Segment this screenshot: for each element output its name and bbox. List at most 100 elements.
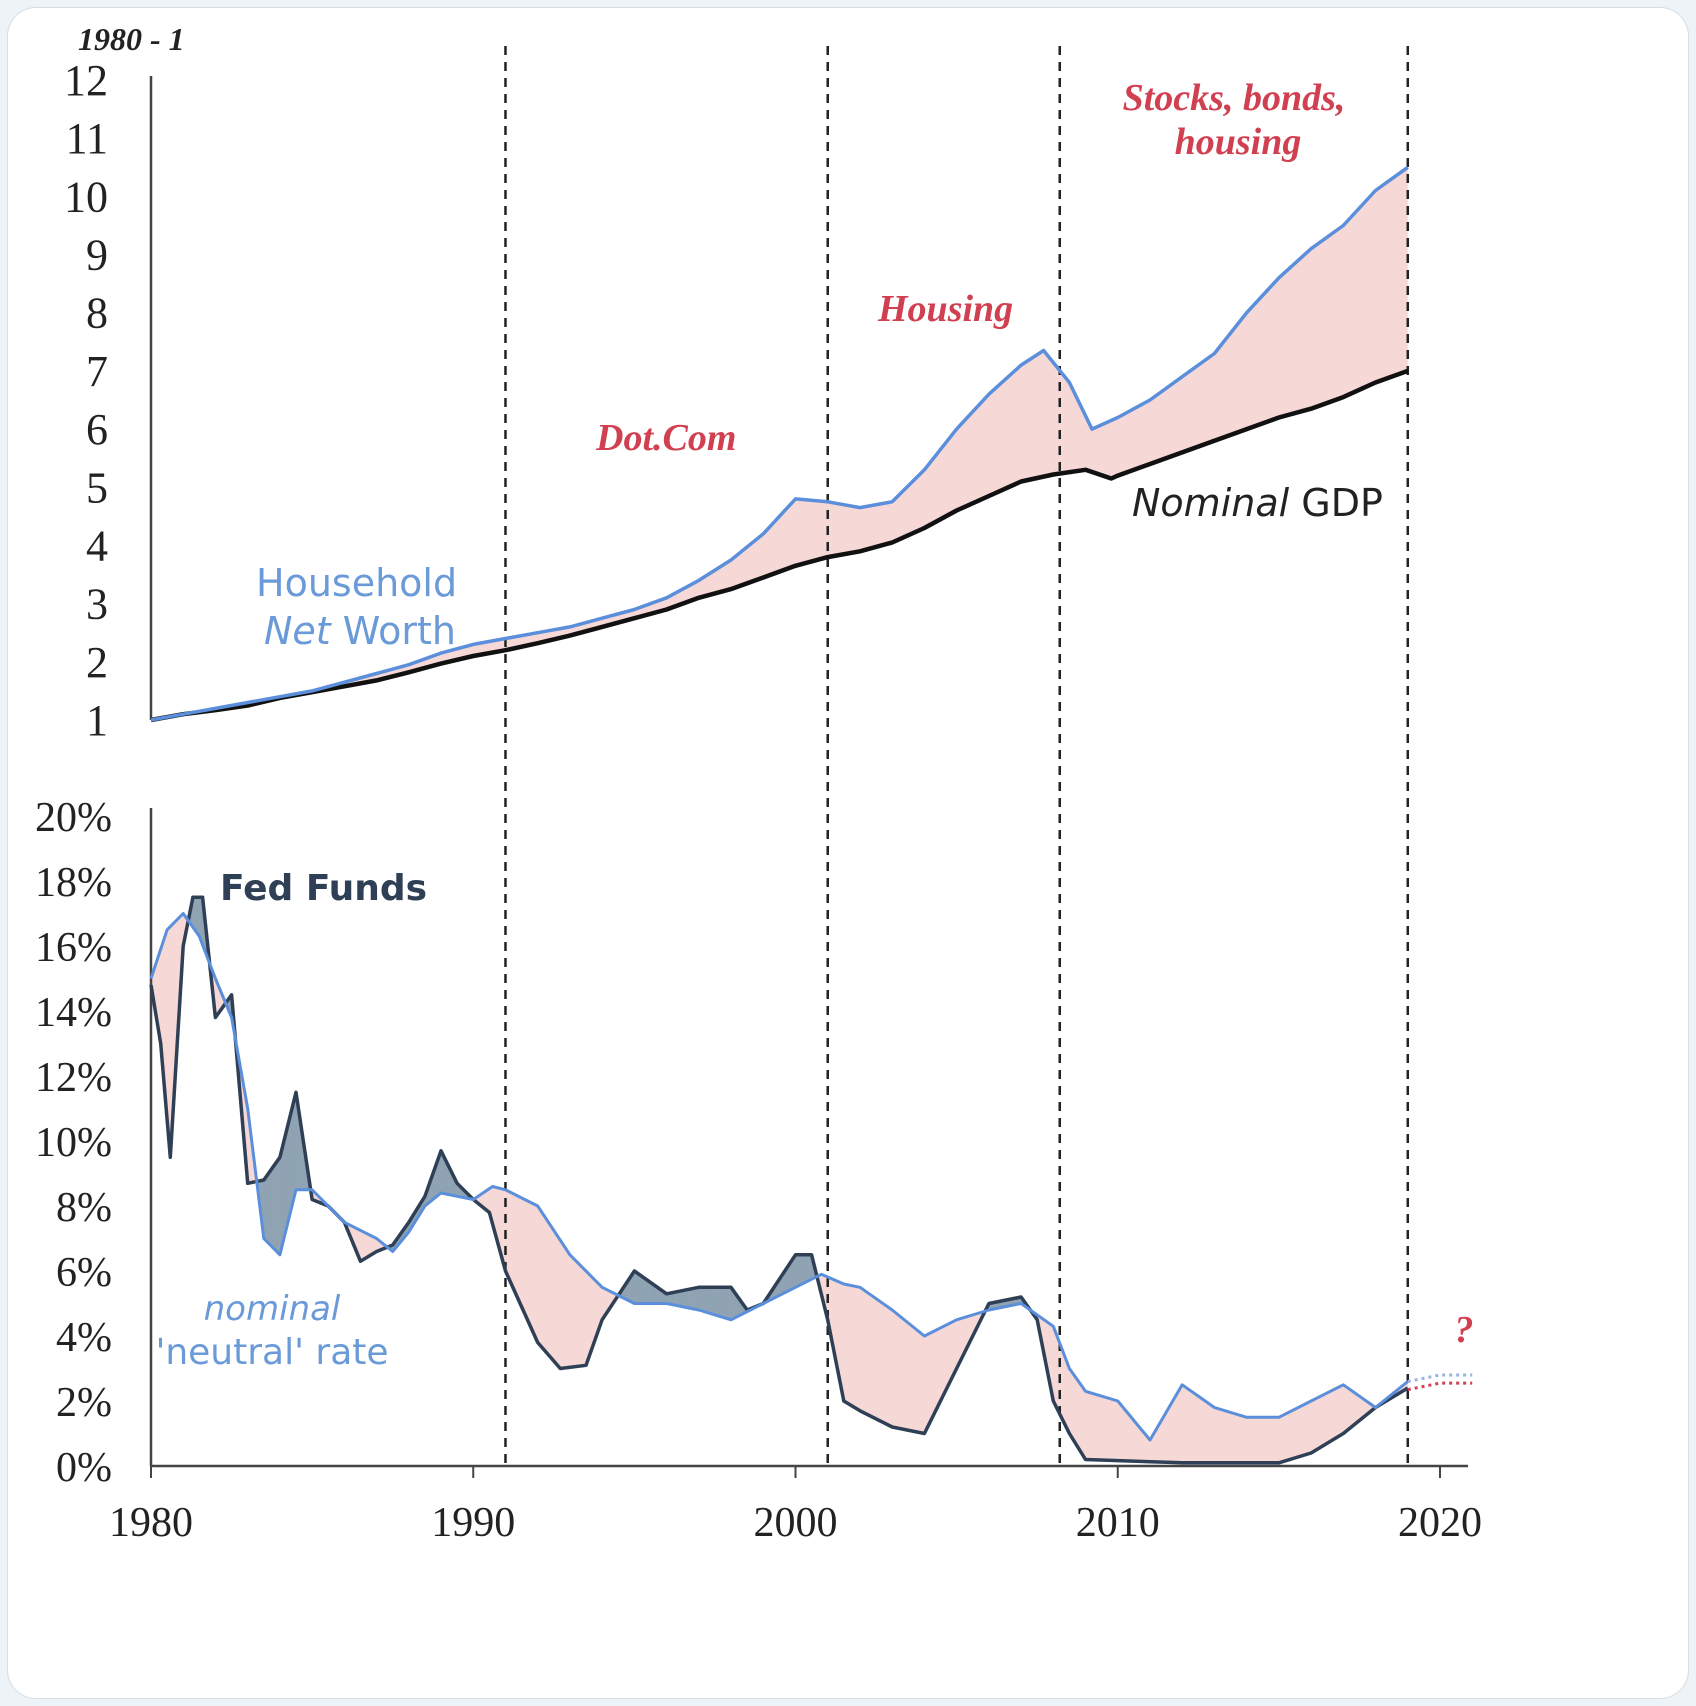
- rate-gap-segment: [1336, 1385, 1341, 1438]
- rate-gap-segment: [1243, 1415, 1247, 1464]
- rate-gap-segment: [917, 1330, 922, 1434]
- rate-gap-segment: [1323, 1392, 1328, 1446]
- rate-gap-segment: [572, 1257, 577, 1368]
- rate-gap-segment: [804, 1254, 809, 1283]
- bottom-y-tick-0: 0%: [56, 1445, 112, 1491]
- rate-gap-segment: [692, 1287, 696, 1310]
- top-y-tick-4: 4: [86, 521, 108, 570]
- fed-funds-line: [149, 895, 1409, 1465]
- rate-gap-segment: [585, 1270, 590, 1366]
- rate-gap-segment: [866, 1291, 870, 1417]
- rate-gap-segment: [550, 1224, 555, 1362]
- rate-gap-segment: [547, 1219, 551, 1359]
- stocks-bonds-label: Stocks, bonds,: [1123, 77, 1346, 119]
- household-label: Household: [256, 561, 457, 605]
- rate-gap-segment: [1165, 1405, 1170, 1463]
- rate-gap-segment: [901, 1317, 906, 1430]
- rate-gap-segment: [940, 1325, 945, 1402]
- x-tick-2000: 2000: [754, 1500, 838, 1546]
- rate-gap-segment: [360, 1229, 364, 1262]
- rate-gap-segment: [1262, 1416, 1267, 1464]
- rate-gap-segment: [1314, 1397, 1318, 1452]
- rate-gap-segment: [1091, 1392, 1096, 1461]
- rate-gap-segment: [1317, 1395, 1322, 1450]
- rate-gap-segment: [563, 1244, 568, 1369]
- rate-gap-segment: [924, 1333, 928, 1434]
- rate-gap-segment: [530, 1202, 535, 1336]
- rate-gap-segment: [798, 1254, 803, 1287]
- rate-gap-segment: [524, 1199, 529, 1322]
- rate-gap-segment: [1256, 1416, 1260, 1464]
- top-unit-label: 1980 - 1: [78, 21, 185, 57]
- rate-gap-segment: [1169, 1400, 1173, 1463]
- rate-gap-segment: [1301, 1403, 1305, 1457]
- rate-gap-segment: [1127, 1411, 1131, 1462]
- rate-gap-segment: [1339, 1384, 1344, 1436]
- rate-gap-segment: [543, 1214, 548, 1355]
- rate-gap-segment: [537, 1205, 542, 1348]
- rate-gap-segment: [1259, 1416, 1264, 1464]
- top-y-tick-6: 6: [86, 405, 108, 454]
- rate-gap-segment: [1214, 1407, 1218, 1464]
- rate-gap-segment: [875, 1298, 880, 1421]
- rate-gap-segment: [1233, 1412, 1238, 1464]
- rate-gap-segment: [637, 1272, 642, 1304]
- top-y-tick-10: 10: [64, 172, 108, 221]
- rate-gap-segment: [846, 1284, 851, 1406]
- series-lines: [149, 165, 1473, 1465]
- rate-gap-segment: [1198, 1395, 1202, 1464]
- rate-gap-segment: [946, 1322, 951, 1389]
- rate-gap-segment: [1281, 1413, 1286, 1463]
- rate-gap-segment: [1217, 1408, 1222, 1464]
- rate-gap-segment: [1075, 1376, 1080, 1451]
- rate-gap-segment: [518, 1195, 522, 1307]
- rate-gap-segment: [1285, 1411, 1289, 1462]
- rate-gap-segment: [1133, 1419, 1138, 1462]
- rate-gap-segment: [1330, 1389, 1334, 1442]
- rate-gap-segment: [859, 1286, 864, 1413]
- rate-gap-segment: [634, 1270, 638, 1304]
- rate-gap-segment: [695, 1286, 700, 1311]
- nominal-gdp-line: [150, 368, 1409, 723]
- rate-gap-segment: [1307, 1400, 1312, 1455]
- rate-gap-segment: [576, 1260, 580, 1367]
- rate-gap-segment: [1078, 1381, 1083, 1456]
- housing-label-2: housing: [1175, 121, 1302, 163]
- rate-gap-segment: [569, 1254, 574, 1368]
- housing-label: Housing: [877, 288, 1013, 330]
- projection-fed-line: [1407, 1381, 1473, 1392]
- rate-gap-segment: [1346, 1386, 1351, 1432]
- rate-gap-segment: [1130, 1415, 1135, 1462]
- rate-gap-segment: [795, 1254, 800, 1288]
- rate-gap-segment: [721, 1286, 725, 1319]
- rate-gap-segment: [1101, 1395, 1106, 1461]
- dotcom-label: Dot.Com: [595, 417, 736, 459]
- bottom-y-tick-14: 14%: [35, 990, 112, 1036]
- rate-gap-segment: [869, 1293, 874, 1418]
- bottom-y-tick-2: 2%: [56, 1380, 112, 1426]
- bottom-y-ticks: 0% 2% 4% 6% 8% 10% 12% 14% 16% 18% 20%: [35, 795, 112, 1491]
- rate-gap-segment: [276, 1156, 281, 1256]
- rate-gap-segment: [853, 1285, 858, 1410]
- rate-gap-segment: [914, 1327, 919, 1433]
- rate-gap-segment: [527, 1200, 532, 1329]
- rate-gap-segment: [1278, 1415, 1283, 1464]
- rate-gap-segment: [714, 1286, 719, 1317]
- rate-gap-segment: [1268, 1416, 1273, 1464]
- x-tick-1980: 1980: [109, 1500, 193, 1546]
- rate-gap-segment: [688, 1288, 693, 1310]
- rate-gap-segment: [1349, 1388, 1354, 1429]
- chart-card: 1 2 3 4 5 6 7 8 9 10 11 12 1980 - 1 0% 2% 4% 6% 8% 10% 12…: [8, 8, 1688, 1698]
- rate-gap-segment: [1288, 1410, 1293, 1461]
- bottom-y-tick-18: 18%: [35, 860, 112, 906]
- rate-gap-segment: [1320, 1394, 1325, 1448]
- rate-gap-segment: [508, 1190, 513, 1286]
- bottom-y-tick-6: 6%: [56, 1250, 112, 1296]
- nominal-gdp-label: Nominal GDP: [1132, 481, 1383, 525]
- rate-gap-segment: [1120, 1404, 1125, 1462]
- rate-gap-segment: [682, 1289, 687, 1308]
- rate-gap-segment: [895, 1311, 899, 1429]
- rate-gap-segment: [717, 1286, 722, 1318]
- rate-gap-segment: [540, 1209, 545, 1351]
